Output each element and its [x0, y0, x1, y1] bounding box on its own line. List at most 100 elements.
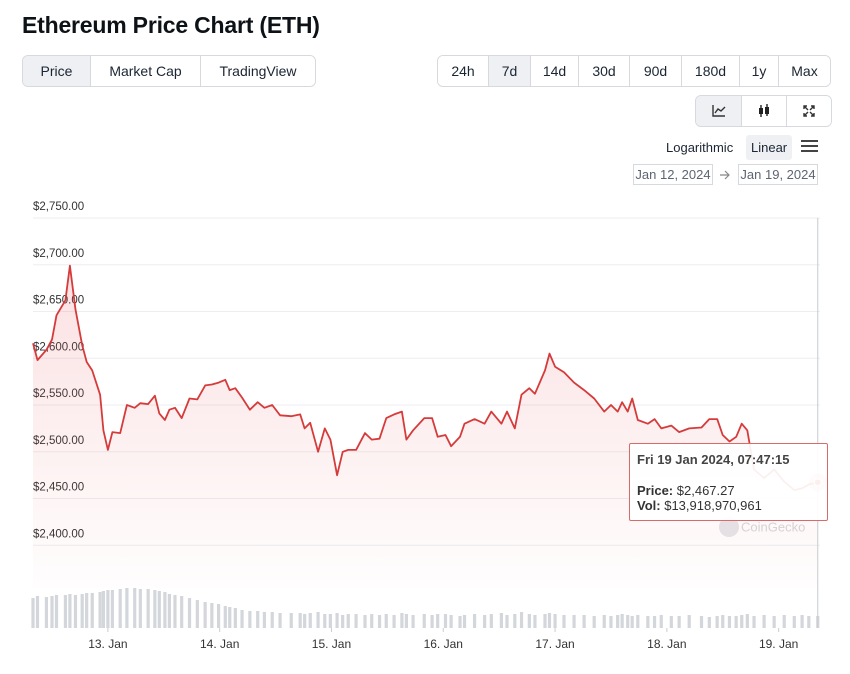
scale-option[interactable]: Linear — [746, 135, 793, 160]
volume-bar — [616, 615, 620, 628]
volume-bar — [582, 615, 586, 628]
tab[interactable]: Price — [23, 56, 90, 86]
volume-bar — [422, 614, 426, 628]
page-title: Ethereum Price Chart (ETH) — [22, 12, 320, 38]
volume-bar — [187, 598, 192, 628]
tooltip-vol-label: Vol: — [637, 498, 661, 513]
scale-option[interactable]: Logarithmic — [666, 140, 734, 155]
volume-bar — [449, 615, 453, 628]
line-icon — [711, 105, 725, 117]
range-button[interactable]: 30d — [578, 56, 629, 86]
volume-bar — [553, 614, 557, 628]
volume-bar — [223, 606, 227, 628]
volume-bar — [636, 615, 640, 628]
tab[interactable]: TradingView — [200, 56, 315, 86]
x-tick-label: 16. Jan — [424, 637, 463, 651]
volume-bar — [216, 604, 221, 628]
volume-bar — [384, 614, 388, 628]
volume-bar — [572, 615, 576, 628]
volume-bar — [68, 594, 72, 628]
volume-bar — [173, 595, 177, 628]
volume-bar — [721, 615, 725, 628]
x-tick-label: 19. Jan — [759, 637, 798, 651]
volume-bar — [687, 615, 691, 628]
volume-bar — [740, 615, 744, 628]
tooltip-price-label: Price: — [637, 483, 674, 498]
volume-bar — [659, 615, 663, 628]
volume-bar — [233, 608, 237, 628]
volume-bar — [727, 616, 732, 628]
range-button[interactable]: 90d — [629, 56, 681, 86]
volume-bar — [752, 616, 756, 628]
volume-bar — [106, 590, 110, 628]
price-area — [33, 265, 818, 588]
volume-bar — [533, 615, 537, 628]
volume-bar — [228, 607, 232, 628]
volume-bar — [31, 598, 35, 628]
volume-bar — [85, 593, 89, 628]
volume-bar — [308, 613, 312, 628]
volume-bar — [167, 594, 171, 628]
range-button[interactable]: 1y — [739, 56, 778, 86]
volume-bar — [483, 615, 487, 628]
volume-bar — [472, 614, 477, 628]
expand-icon — [803, 105, 815, 117]
volume-bar — [157, 591, 161, 628]
volume-bar — [609, 616, 613, 628]
x-tick-label: 15. Jan — [312, 637, 351, 651]
volume-bar — [404, 614, 408, 628]
volume-bar — [458, 616, 462, 628]
fullscreen-button[interactable] — [786, 96, 831, 126]
menu-icon[interactable] — [801, 139, 818, 153]
date-from[interactable]: Jan 12, 2024 — [633, 164, 713, 185]
view-group — [695, 95, 832, 127]
line-view-button[interactable] — [696, 96, 741, 126]
volume-bar — [63, 595, 68, 628]
volume-bar — [240, 610, 244, 628]
volume-bar — [354, 614, 358, 628]
volume-bar — [180, 596, 184, 628]
x-tick-label: 18. Jan — [647, 637, 686, 651]
range-button[interactable]: 180d — [681, 56, 739, 86]
volume-bar — [133, 588, 137, 628]
volume-bar — [335, 613, 339, 628]
volume-bar — [377, 615, 382, 628]
volume-bar — [620, 614, 624, 628]
candle-view-button[interactable] — [741, 96, 786, 126]
range-button[interactable]: 7d — [488, 56, 530, 86]
volume-bar — [248, 611, 252, 628]
volume-bar — [436, 614, 440, 628]
volume-bar — [527, 614, 531, 628]
tab[interactable]: Market Cap — [90, 56, 200, 86]
volume-bar — [715, 616, 719, 628]
tooltip: Fri 19 Jan 2024, 07:47:15 Price: $2,467.… — [629, 443, 828, 521]
volume-bar — [782, 615, 786, 628]
volume-bar — [256, 611, 260, 628]
volume-bar — [101, 591, 106, 628]
volume-bar — [677, 616, 681, 628]
volume-bar — [707, 617, 711, 628]
volume-bar — [262, 612, 267, 628]
range-button[interactable]: 24h — [438, 56, 488, 86]
volume-bar — [505, 615, 509, 628]
volume-bar — [499, 613, 503, 628]
volume-bar — [626, 615, 630, 628]
volume-bar — [592, 616, 596, 628]
volume-bar — [323, 614, 327, 628]
volume-bar — [443, 614, 448, 628]
volume-bar — [118, 589, 122, 628]
volume-bar — [745, 614, 749, 628]
volume-bar — [73, 595, 78, 628]
volume-bar — [110, 590, 114, 628]
volume-bar — [602, 615, 606, 628]
date-to[interactable]: Jan 19, 2024 — [738, 164, 818, 185]
volume-bar — [80, 594, 84, 628]
volume-bar — [153, 590, 157, 628]
range-button[interactable]: Max — [778, 56, 830, 86]
range-button[interactable]: 14d — [530, 56, 578, 86]
tab-group: Price Market Cap TradingView — [22, 55, 316, 87]
y-tick-label: $2,700.00 — [33, 248, 84, 260]
volume-bar — [652, 616, 657, 628]
volume-bar — [630, 616, 634, 628]
volume-bar — [411, 615, 415, 628]
